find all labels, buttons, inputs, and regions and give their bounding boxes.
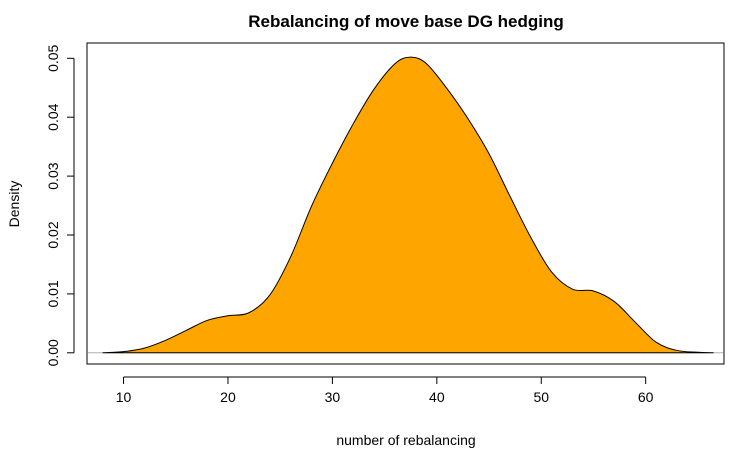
y-axis-label: Density (6, 181, 22, 228)
x-tick-label: 60 (638, 389, 654, 405)
density-area (102, 56, 714, 354)
plot-area-frame (86, 42, 725, 365)
x-tick-label: 20 (220, 389, 236, 405)
y-tick-label: 0.03 (45, 162, 61, 189)
y-tick-label: 0.04 (45, 103, 61, 130)
y-tick-label: 0.02 (45, 221, 61, 248)
x-axis-label: number of rebalancing (336, 432, 475, 448)
x-tick-label: 10 (116, 389, 132, 405)
x-tick-label: 30 (325, 389, 341, 405)
x-tick-label: 40 (429, 389, 445, 405)
x-tick-label: 50 (533, 389, 549, 405)
y-axis-ticks: 0.00 0.01 0.02 0.03 0.04 0.05 (45, 44, 74, 366)
x-axis-ticks: 10 20 30 40 50 60 (116, 377, 654, 405)
y-tick-label: 0.00 (45, 339, 61, 366)
y-tick-label: 0.05 (45, 44, 61, 71)
y-tick-label: 0.01 (45, 280, 61, 307)
chart-title: Rebalancing of move base DG hedging (248, 12, 564, 31)
